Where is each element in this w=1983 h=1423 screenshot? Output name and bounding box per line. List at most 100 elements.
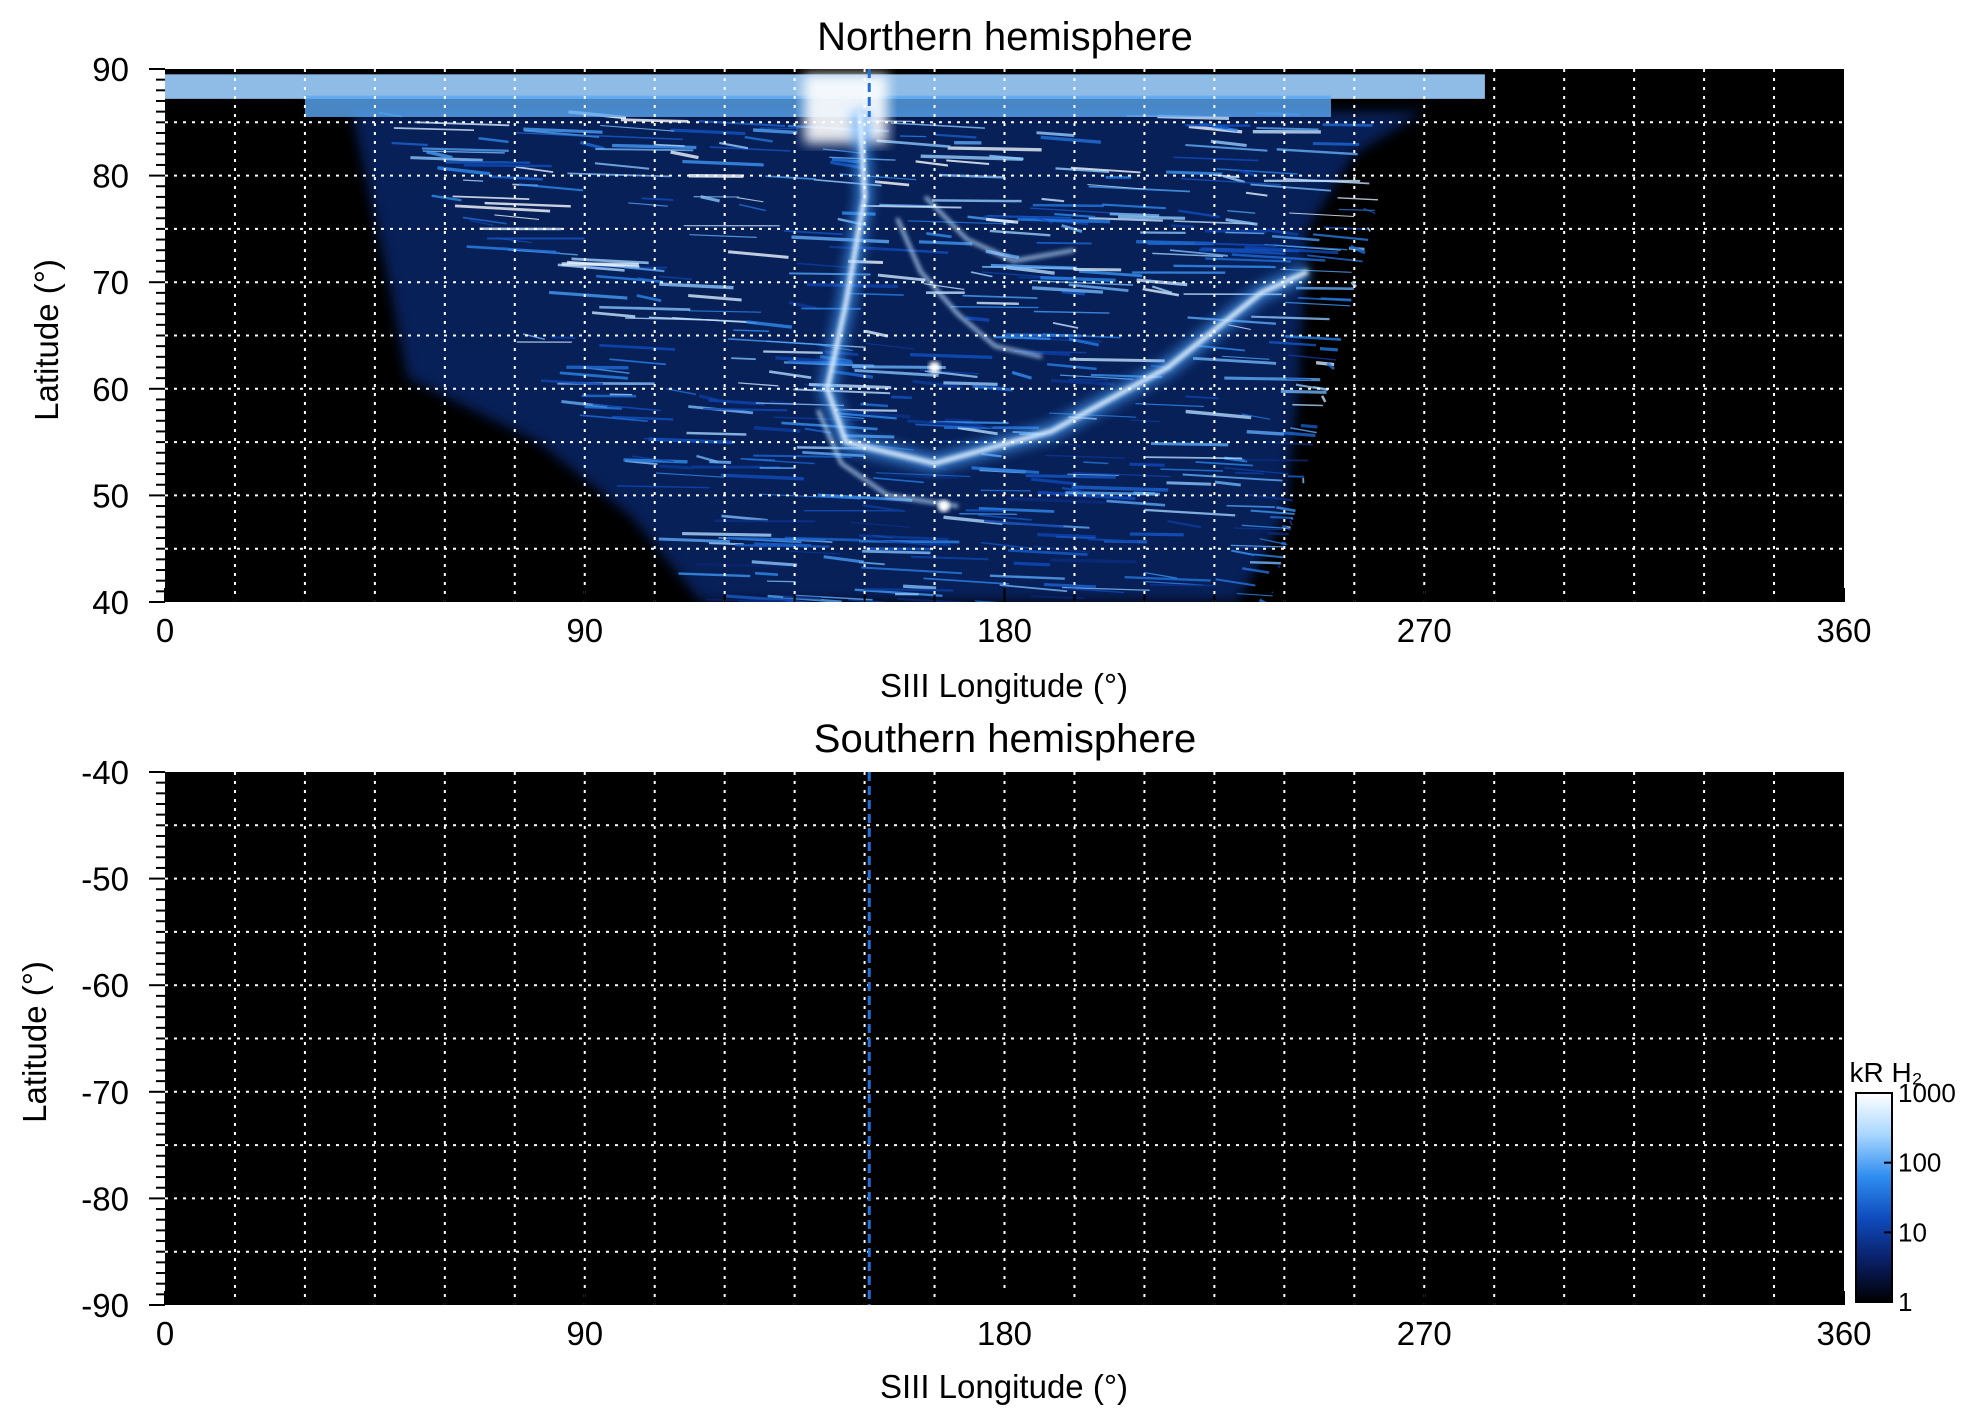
- emission-streak: [1231, 549, 1255, 556]
- emission-streak: [907, 220, 1010, 225]
- emission-streak: [1167, 519, 1202, 529]
- emission-streak: [678, 572, 751, 578]
- emission-streak: [501, 247, 561, 254]
- emission-streak: [1180, 177, 1281, 186]
- emission-streak: [918, 240, 973, 246]
- emission-streak: [903, 584, 937, 590]
- y-tick-label: -50: [81, 861, 129, 898]
- emission-streak: [1245, 191, 1268, 197]
- emission-streak: [1349, 244, 1366, 255]
- emission-streak: [737, 599, 788, 602]
- emission-streak: [1169, 249, 1228, 257]
- emission-streak: [1008, 548, 1088, 556]
- y-tick-label: -60: [81, 967, 129, 1004]
- emission-streak: [1266, 228, 1299, 237]
- emission-streak: [883, 474, 960, 480]
- north-grid: [165, 69, 1844, 602]
- x-tick-label: 360: [1816, 612, 1871, 649]
- south-panel-title: Southern hemisphere: [814, 717, 1196, 761]
- emission-streak: [1284, 301, 1351, 307]
- emission-streak: [1013, 561, 1051, 567]
- emission-streak: [854, 588, 943, 597]
- emission-streak: [653, 143, 685, 147]
- emission-streak: [1087, 537, 1138, 543]
- emission-streak: [1289, 520, 1293, 526]
- emission-streak: [863, 588, 954, 592]
- emission-streak: [978, 514, 1032, 521]
- south-axis-ticks: [149, 771, 1845, 1306]
- emission-streak: [759, 127, 799, 130]
- emission-streak: [659, 464, 694, 470]
- emission-streak: [838, 412, 897, 420]
- emission-streak: [594, 162, 650, 170]
- emission-streak: [1192, 356, 1277, 365]
- emission-streak: [1194, 242, 1278, 247]
- emission-streak: [1042, 333, 1121, 339]
- emission-streak: [788, 360, 853, 365]
- emission-streak: [965, 316, 990, 323]
- colorbar-ticks: 1 10 100 1000: [1884, 1078, 1956, 1317]
- emission-streak: [862, 504, 906, 513]
- emission-streak: [637, 277, 663, 282]
- emission-streak: [753, 128, 798, 135]
- emission-streak: [971, 466, 1040, 475]
- emission-streak: [744, 135, 773, 143]
- north-y-tick-labels: 40 50 60 70 80 90: [92, 51, 129, 621]
- emission-streak: [1241, 413, 1271, 420]
- emission-streak: [721, 473, 804, 481]
- emission-streak: [1185, 409, 1252, 420]
- emission-streak: [1282, 431, 1316, 438]
- secondary-arc-3: [816, 409, 959, 508]
- emission-streak: [1102, 203, 1166, 210]
- colorbar-tick-label: 100: [1898, 1148, 1941, 1178]
- emission-streak: [1222, 174, 1245, 184]
- emission-streak: [1030, 207, 1120, 215]
- emission-streak: [1166, 170, 1223, 176]
- emission-streak: [454, 204, 551, 213]
- emission-streak: [658, 275, 693, 281]
- emission-streak: [1061, 486, 1084, 493]
- emission-streak: [1290, 427, 1317, 434]
- emission-streak: [915, 160, 949, 167]
- emission-streak: [859, 561, 885, 566]
- emission-streak: [1025, 474, 1116, 479]
- south-panel: Southern hemisphere 0 90 180 270 360 -40-50-…: [16, 717, 1872, 1405]
- y-tick-label: 60: [92, 371, 129, 408]
- emission-streak: [1234, 472, 1264, 475]
- emission-streak: [989, 229, 1051, 237]
- south-y-tick-labels: -40 -50 -60 -70 -80 -90: [81, 754, 129, 1324]
- emission-streak: [1033, 545, 1091, 553]
- colorbar-gradient: [1855, 1092, 1893, 1303]
- emission-streak: [1210, 139, 1247, 148]
- emission-streak: [766, 580, 796, 583]
- emission-streak: [1287, 475, 1304, 478]
- north-axis-ticks: [149, 68, 1845, 603]
- emission-streak: [970, 271, 993, 278]
- emission-streak: [1242, 567, 1270, 574]
- emission-streak: [1319, 346, 1338, 352]
- emission-streak: [982, 265, 1074, 270]
- emission-streak: [1041, 197, 1065, 203]
- colorbar-title: kR H₂: [1849, 1057, 1922, 1088]
- emission-streak: [981, 541, 1029, 549]
- emission-streak: [1079, 269, 1143, 278]
- emission-streak: [873, 477, 924, 484]
- emission-streak: [1226, 504, 1275, 508]
- bright-spot-2: [937, 500, 950, 513]
- emission-streak: [426, 150, 453, 160]
- emission-streak: [738, 203, 767, 212]
- emission-streak: [624, 266, 665, 273]
- emission-streak: [1011, 370, 1033, 380]
- emission-streak: [751, 560, 798, 567]
- south-grid: [165, 772, 1844, 1305]
- emission-streak: [1083, 461, 1109, 465]
- emission-streak: [410, 156, 483, 162]
- emission-streak: [1047, 439, 1081, 447]
- emission-streak: [899, 135, 927, 138]
- emission-streak: [469, 219, 494, 226]
- emission-streak: [579, 414, 648, 423]
- emission-streak: [1250, 183, 1331, 192]
- emission-streak: [628, 202, 668, 207]
- emission-streak: [789, 550, 840, 555]
- emission-streak: [1225, 218, 1258, 226]
